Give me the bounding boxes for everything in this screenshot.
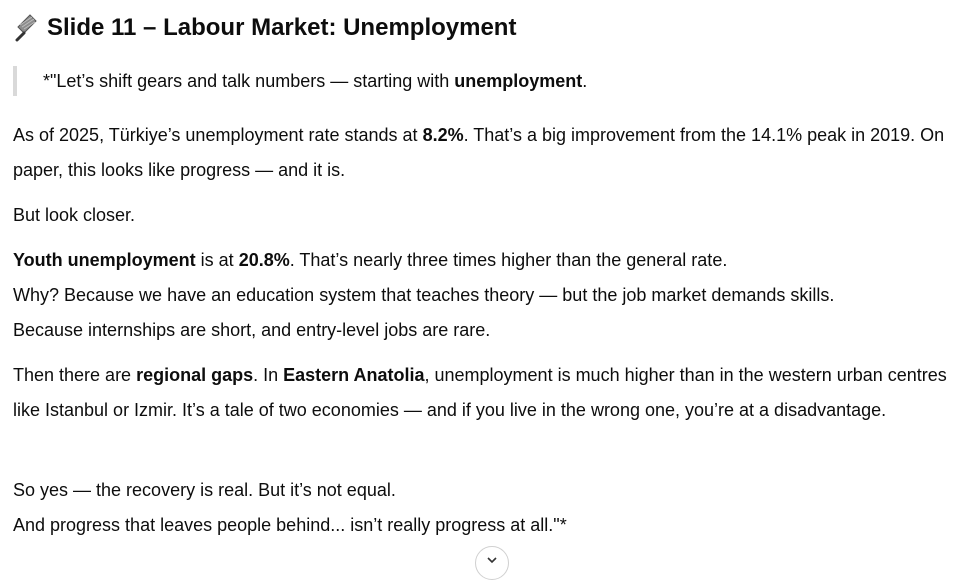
page-title: Slide 11 – Labour Market: Unemployment <box>47 14 517 41</box>
text: . That’s a big improvement from the 14.1… <box>13 125 945 180</box>
paragraph-conclusion: So yes — the recovery is real. But it’s … <box>13 473 965 543</box>
quote-text: *"Let’s shift gears and talk numbers — s… <box>43 71 455 91</box>
text: And progress that leaves people behind..… <box>13 515 567 535</box>
text: So yes — the recovery is real. But it’s … <box>13 480 396 500</box>
text: But look closer. <box>13 205 136 225</box>
paragraph-rate: As of 2025, Türkiye’s unemployment rate … <box>13 118 965 188</box>
paragraph-youth: Youth unemployment is at 20.8%. That’s n… <box>13 243 965 348</box>
quote-bold: unemployment <box>454 71 583 91</box>
rate-value: 8.2% <box>422 125 464 145</box>
region-name: Eastern Anatolia <box>283 365 425 385</box>
microphone-icon <box>14 14 38 42</box>
text: As of 2025, Türkiye’s unemployment rate … <box>13 125 423 145</box>
text: , unemployment is much higher than in th… <box>13 365 947 420</box>
text: . That’s nearly three times higher than … <box>289 250 728 270</box>
chevron-down-icon <box>487 557 497 564</box>
quote-end: . <box>582 71 588 91</box>
paragraph-closer: But look closer. <box>13 198 965 233</box>
text: . In <box>253 365 284 385</box>
text: Why? Because we have an education system… <box>13 285 835 305</box>
blockquote: *"Let’s shift gears and talk numbers — s… <box>13 66 587 96</box>
slide-heading: Slide 11 – Labour Market: Unemployment <box>14 12 516 44</box>
text: is at <box>195 250 239 270</box>
text: Then there are <box>13 365 137 385</box>
regional-gaps-label: regional gaps <box>136 365 254 385</box>
paragraph-regional: Then there are regional gaps. In Eastern… <box>13 358 965 428</box>
youth-label: Youth unemployment <box>13 250 196 270</box>
text: Because internships are short, and entry… <box>13 320 491 340</box>
scroll-down-button[interactable] <box>475 546 509 580</box>
youth-rate-value: 20.8% <box>238 250 290 270</box>
